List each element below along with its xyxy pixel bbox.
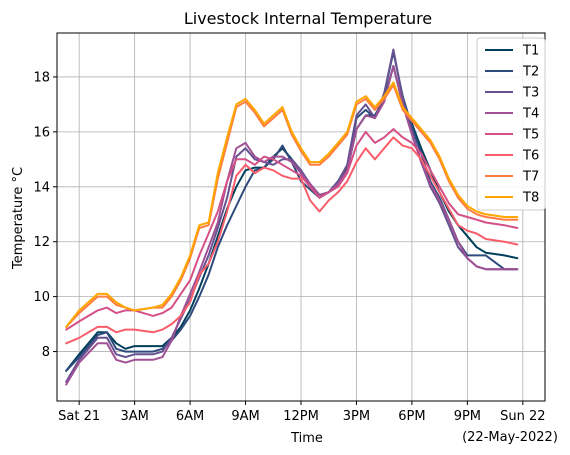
grid xyxy=(57,33,545,401)
series-lines xyxy=(65,48,519,386)
legend-label-t1: T1 xyxy=(522,44,539,59)
series-line-t4 xyxy=(65,65,519,386)
y-tick-label: 12 xyxy=(33,235,50,250)
y-tick-label: 14 xyxy=(33,180,50,195)
legend-label-t6: T6 xyxy=(522,149,539,164)
x-axis-offset-label: (22-May-2022) xyxy=(462,430,558,445)
legend-label-t4: T4 xyxy=(522,107,539,122)
x-tick-label: 9AM xyxy=(231,409,259,424)
x-tick-label: 6PM xyxy=(398,409,425,424)
y-tick-label: 16 xyxy=(33,125,50,140)
x-tick-label: Sun 22 xyxy=(500,409,545,424)
chart-title: Livestock Internal Temperature xyxy=(184,9,432,28)
series-line-t5 xyxy=(65,128,519,331)
y-axis-ticks: 8 10 12 14 16 18 xyxy=(33,70,57,360)
legend: T1 T2 T3 T4 T5 T6 T7 T8 xyxy=(476,37,546,211)
x-axis-label: Time xyxy=(290,431,323,446)
legend-label-t5: T5 xyxy=(522,128,539,143)
series-line-t6 xyxy=(65,136,519,345)
legend-label-t7: T7 xyxy=(522,170,539,185)
legend-label-t8: T8 xyxy=(522,191,539,206)
series-line-t2 xyxy=(65,51,519,372)
y-tick-label: 10 xyxy=(33,290,50,305)
legend-label-t3: T3 xyxy=(522,86,539,101)
legend-label-t2: T2 xyxy=(522,65,539,80)
y-axis-label: Temperature °C xyxy=(11,167,26,270)
x-tick-label: Sat 21 xyxy=(58,409,100,424)
series-line-t8 xyxy=(65,81,519,328)
legend-box xyxy=(476,37,546,211)
series-line-t7 xyxy=(65,84,519,328)
series-line-t3 xyxy=(65,48,519,383)
x-tick-label: 3AM xyxy=(120,409,148,424)
y-tick-label: 18 xyxy=(33,70,50,85)
series-line-t1 xyxy=(65,65,519,372)
x-tick-label: 6AM xyxy=(176,409,204,424)
x-tick-label: 3PM xyxy=(343,409,370,424)
y-tick-label: 8 xyxy=(42,345,50,360)
x-tick-label: 9PM xyxy=(454,409,481,424)
x-tick-label: 12PM xyxy=(283,409,319,424)
x-axis-ticks: Sat 21 3AM 6AM 9AM 12PM 3PM 6PM 9PM Sun 22 xyxy=(58,401,546,424)
